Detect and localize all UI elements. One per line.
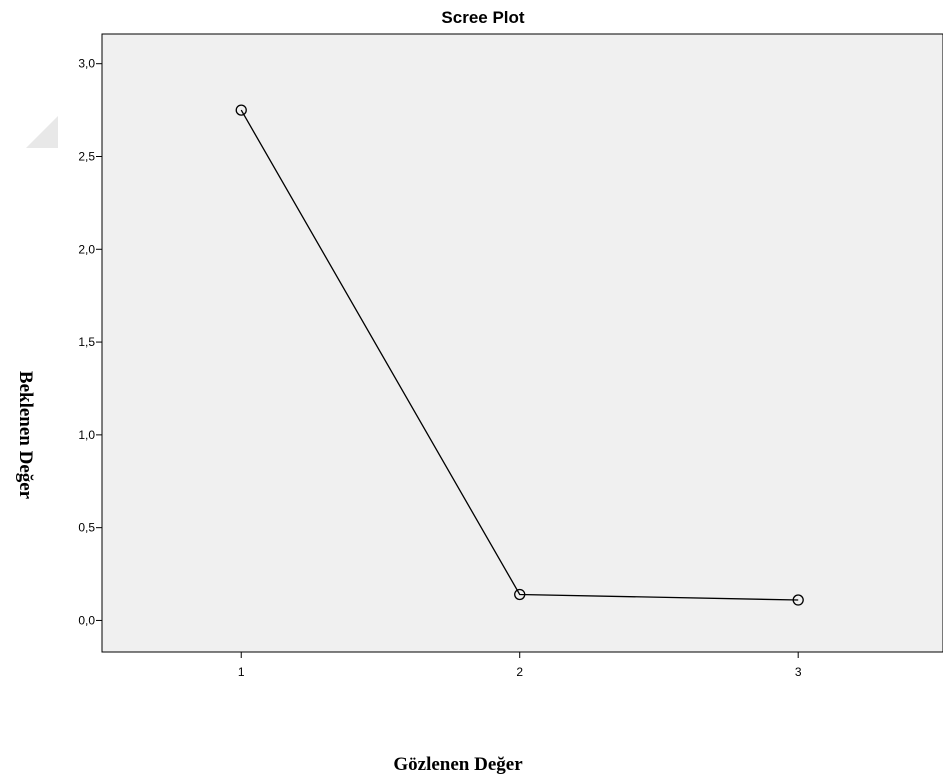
series-line [240,109,799,601]
x-tick-label: 1 [238,665,245,679]
x-tick-label: 3 [795,665,802,679]
y-axis: 0,0 0,5 1,0 1,5 2,0 2,5 3,0 [78,57,102,627]
y-tick-label: 1,0 [78,428,95,442]
data-point-marker [792,594,804,606]
x-tick-label: 2 [516,665,523,679]
plot-area [101,33,943,653]
data-point-marker [235,104,247,116]
series-line-group [235,104,804,606]
y-axis-label: Beklenen Değer [15,371,36,500]
x-axis: 1 2 3 [238,652,802,679]
decorative-triangle [26,116,58,148]
y-tick-label: 2,5 [78,149,95,163]
y-tick-label: 2,0 [78,242,95,256]
data-point-marker [514,588,526,601]
y-tick-label: 0,0 [78,613,95,627]
x-axis-label: Gözlenen Değer [393,754,523,775]
chart-title: Scree Plot [441,8,524,27]
y-tick-label: 1,5 [78,335,95,349]
y-tick-label: 3,0 [78,57,95,71]
y-tick-label: 0,5 [78,521,95,535]
